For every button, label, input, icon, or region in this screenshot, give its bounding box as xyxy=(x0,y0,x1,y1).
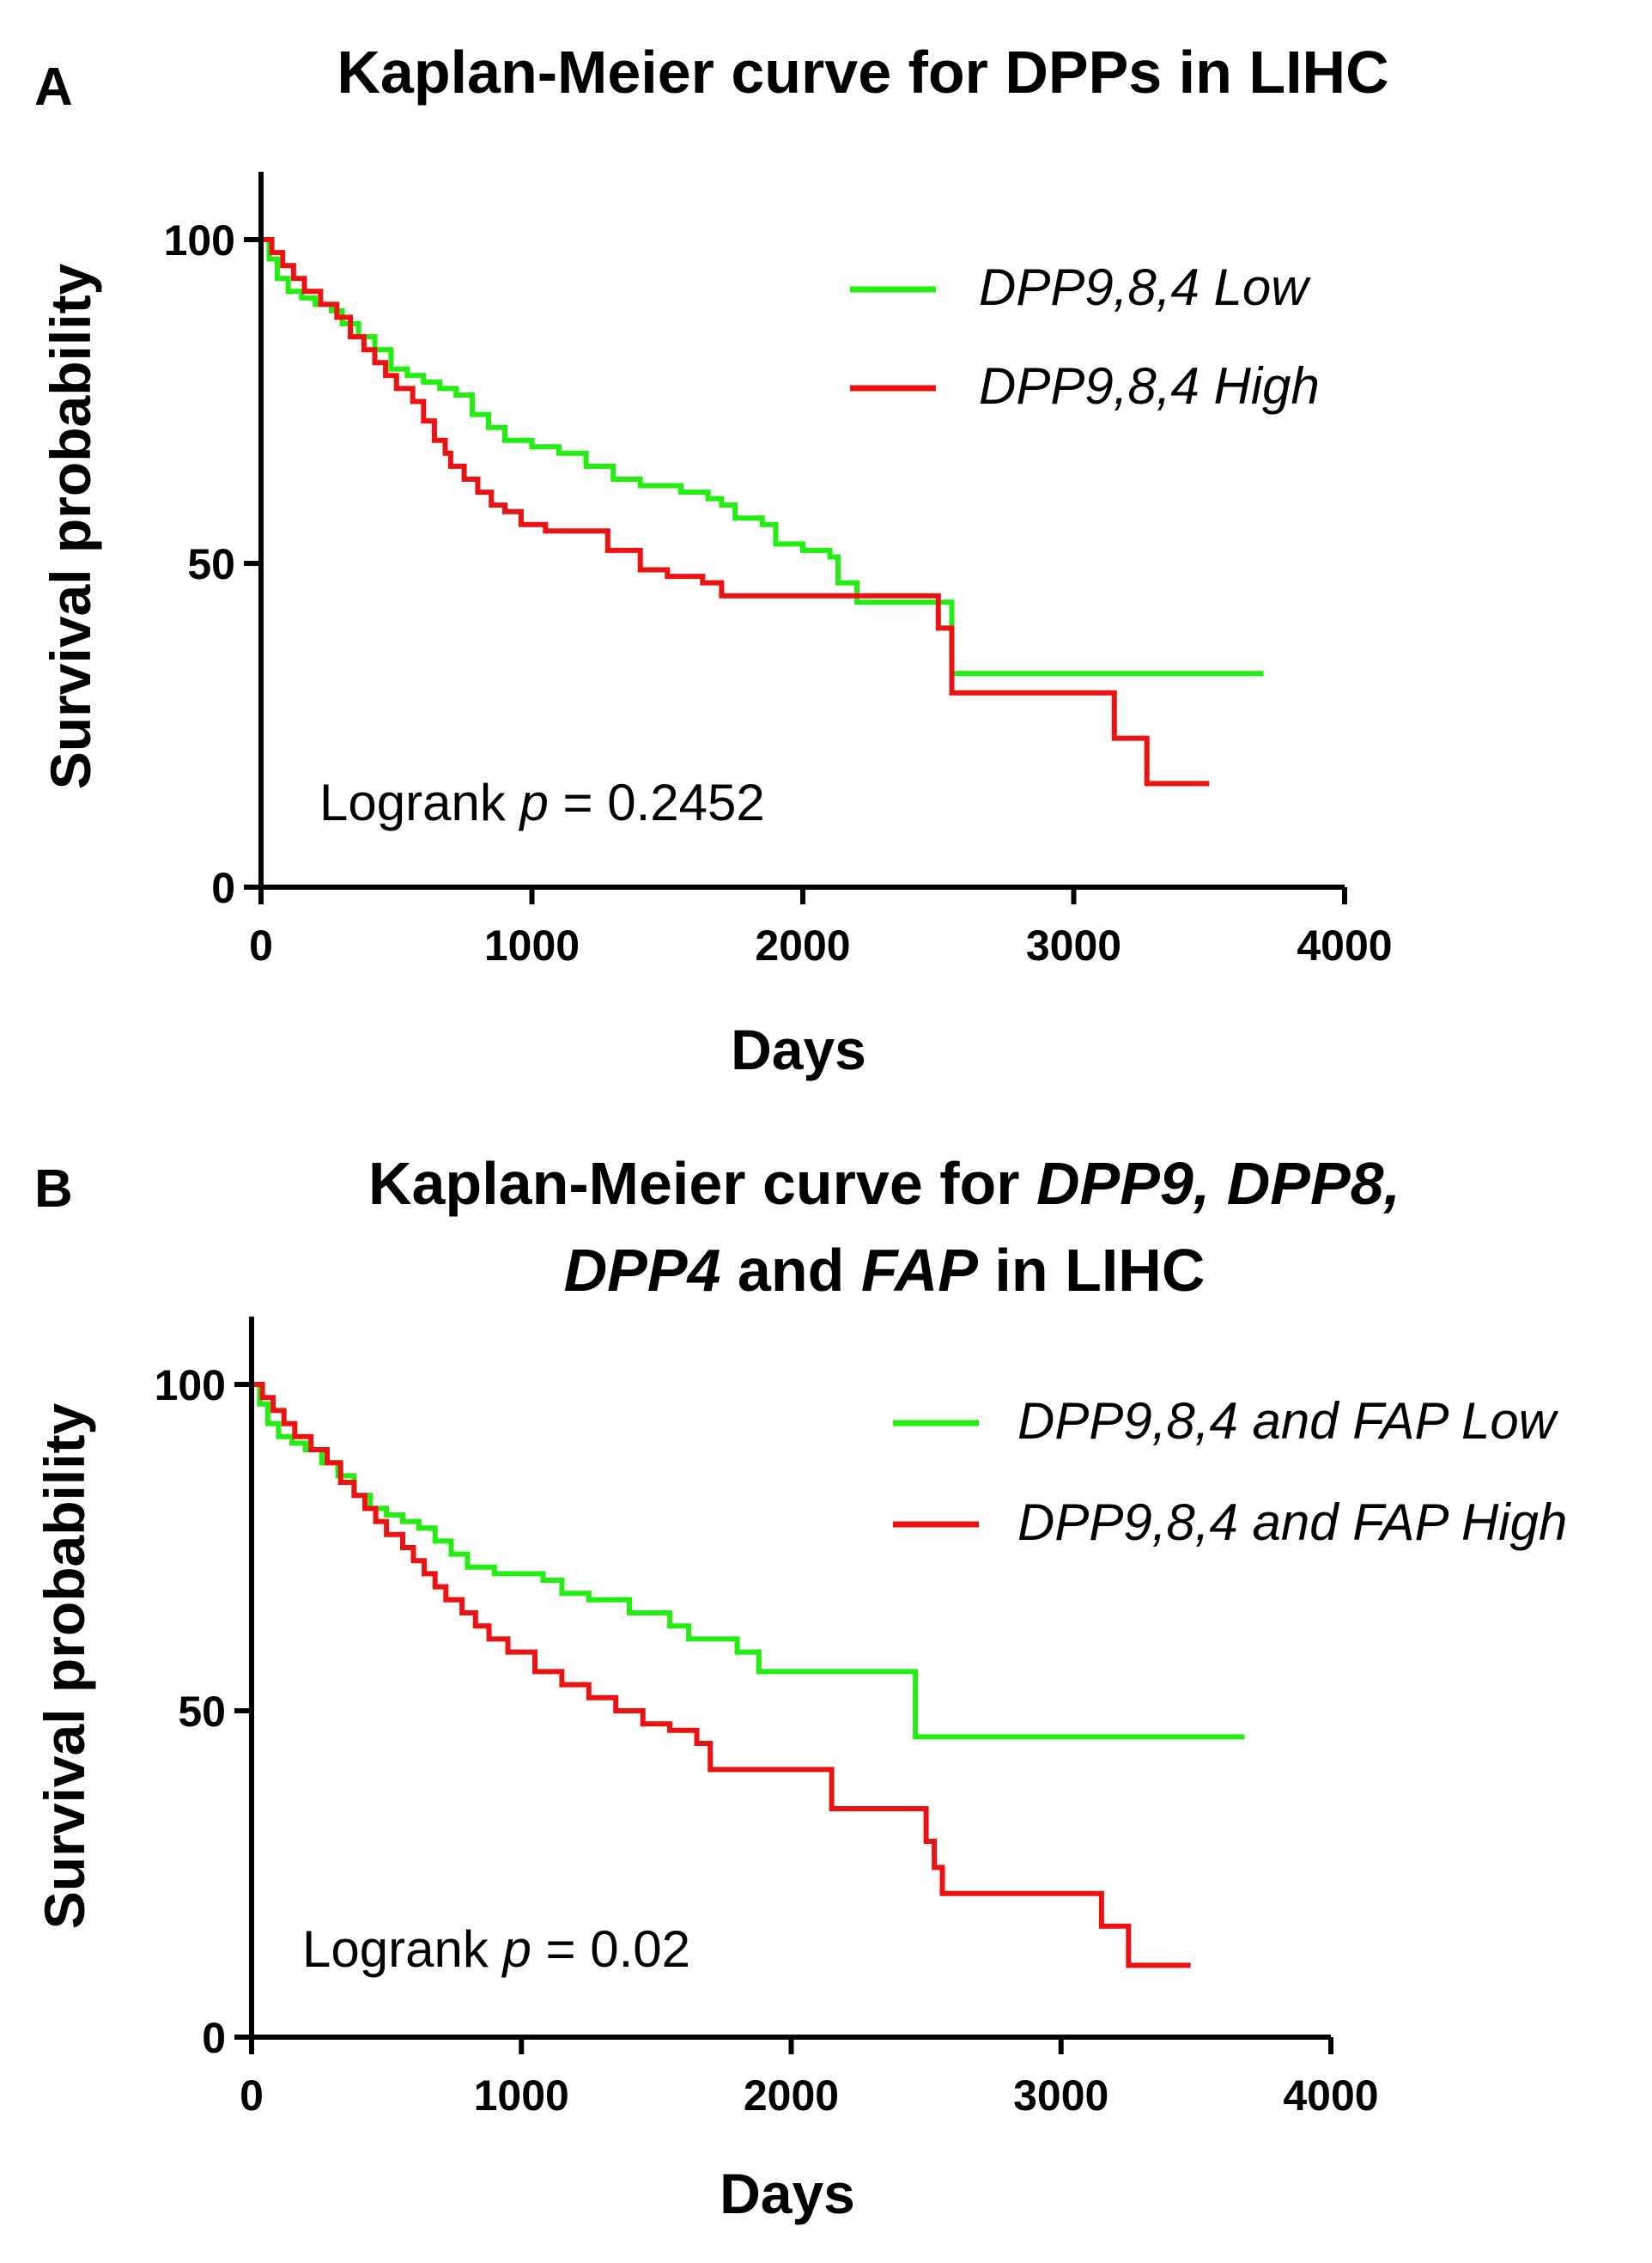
annotation-prefix: Logrank xyxy=(302,1920,503,1978)
axes xyxy=(244,172,1345,890)
annotation-value: = 0.02 xyxy=(531,1920,690,1978)
legend-label-high: DPP9,8,4 and FAP High xyxy=(1017,1493,1567,1551)
title-run: DPP4 xyxy=(564,1237,721,1304)
x-tick-label: 0 xyxy=(240,2071,264,2120)
x-tick-label: 2000 xyxy=(744,2071,839,2120)
x-tick-label: 0 xyxy=(249,922,273,970)
logrank-annotation: Logrank p = 0.2452 xyxy=(319,774,765,831)
x-tick-label: 2000 xyxy=(755,922,850,970)
title-run: and xyxy=(720,1237,860,1304)
axis-ticks: 0 1000 2000 3000 4000 0 50 100 xyxy=(155,1361,1379,2120)
panel-letter: B xyxy=(34,1159,73,1219)
y-tick-label: 0 xyxy=(202,2014,226,2062)
title-run: FAP xyxy=(861,1237,978,1304)
annotation-prefix: Logrank xyxy=(319,774,520,831)
chart-title-line-1: Kaplan-Meier curve for DPP9, DPP8, xyxy=(368,1150,1400,1217)
title-run: DPP9, DPP8, xyxy=(1036,1150,1400,1217)
x-tick-label: 4000 xyxy=(1283,2071,1378,2120)
annotation-p: p xyxy=(519,774,549,831)
x-tick-label: 1000 xyxy=(484,922,580,970)
survival-curves xyxy=(252,1382,1245,1968)
survival-curve-high xyxy=(261,237,1210,787)
x-tick-label: 3000 xyxy=(1026,922,1121,970)
axis-ticks: 0 1000 2000 3000 4000 0 50 100 xyxy=(164,216,1393,970)
x-tick-label: 3000 xyxy=(1013,2071,1108,2120)
panel-b: B Kaplan-Meier curve for DPP9, DPP8, DPP… xyxy=(33,1150,1567,2225)
x-tick-label: 4000 xyxy=(1297,922,1392,970)
legend-label-low: DPP9,8,4 and FAP Low xyxy=(1017,1392,1559,1450)
title-run: Kaplan-Meier curve for DPPs in LIHC xyxy=(337,39,1388,106)
survival-curve-high xyxy=(252,1382,1191,1968)
title-run: Kaplan-Meier curve for xyxy=(368,1150,1036,1217)
y-tick-label: 100 xyxy=(164,216,235,265)
chart-title-line-2: DPP4 and FAP in LIHC xyxy=(564,1237,1206,1304)
chart-title: Kaplan-Meier curve for DPPs in LIHC xyxy=(337,39,1388,106)
survival-curves xyxy=(261,237,1264,787)
y-tick-label: 0 xyxy=(211,864,235,912)
y-tick-label: 50 xyxy=(187,540,235,588)
legend: DPP9,8,4 Low DPP9,8,4 High xyxy=(850,259,1320,415)
y-axis-label: Survival probability xyxy=(39,263,102,789)
y-tick-label: 100 xyxy=(155,1361,226,1409)
title-run: in LIHC xyxy=(978,1237,1205,1304)
panel-a: A Kaplan-Meier curve for DPPs in LIHC Su… xyxy=(34,39,1393,1081)
logrank-annotation: Logrank p = 0.02 xyxy=(302,1920,690,1978)
x-axis-label: Days xyxy=(720,2162,855,2225)
survival-curve-low xyxy=(252,1382,1245,1740)
y-axis-label: Survival probability xyxy=(33,1402,96,1929)
panel-letter: A xyxy=(34,58,73,117)
annotation-value: = 0.2452 xyxy=(549,774,765,831)
y-tick-label: 50 xyxy=(178,1688,226,1736)
legend: DPP9,8,4 and FAP Low DPP9,8,4 and FAP Hig… xyxy=(893,1392,1567,1551)
axes xyxy=(234,1317,1331,2040)
x-axis-label: Days xyxy=(731,1018,866,1081)
legend-label-high: DPP9,8,4 High xyxy=(979,357,1320,415)
annotation-p: p xyxy=(501,1920,531,1978)
legend-label-low: DPP9,8,4 Low xyxy=(979,259,1311,316)
x-tick-label: 1000 xyxy=(474,2071,569,2120)
